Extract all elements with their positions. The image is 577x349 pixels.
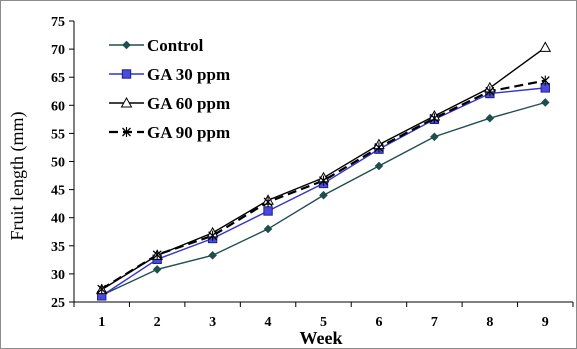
data-point (485, 113, 495, 123)
series-markers-4 (97, 75, 550, 295)
data-point (152, 265, 162, 274)
x-tick-label: 5 (320, 315, 327, 330)
y-tick-label: 60 (51, 99, 65, 114)
data-point (263, 224, 273, 234)
x-tick-label: 7 (431, 315, 438, 330)
data-point (208, 251, 217, 260)
legend: Control GA 30 ppm GA 60 ppm GA 90 ppm (109, 36, 230, 142)
legend-label: GA 90 ppm (147, 123, 230, 142)
legend-item: GA 90 ppm (109, 123, 230, 142)
y-tick-label: 70 (51, 43, 65, 58)
data-point (540, 75, 550, 86)
legend-item: Control (109, 36, 204, 55)
y-axis-title: Fruit length (mm) (7, 112, 28, 241)
x-tick-label: 2 (154, 315, 161, 330)
data-point (374, 142, 384, 153)
data-point (485, 86, 495, 97)
data-point (208, 230, 218, 241)
x-axis-title: Week (300, 328, 343, 348)
series-line-4 (101, 79, 546, 291)
series-markers-1 (97, 98, 550, 300)
x-tick-label: 4 (265, 315, 272, 330)
data-point (152, 249, 162, 260)
x-tick-label: 1 (98, 315, 105, 330)
y-tick-label: 50 (51, 156, 65, 171)
y-tick-label: 25 (51, 296, 65, 311)
legend-label: GA 60 ppm (147, 94, 230, 113)
legend-marker (122, 40, 131, 50)
y-tick-label: 75 (51, 15, 65, 30)
y-tick-label: 35 (51, 240, 65, 255)
data-point (429, 113, 439, 124)
x-tick-label: 3 (209, 315, 216, 330)
y-tick-label: 65 (51, 71, 65, 86)
data-point (319, 190, 328, 200)
y-tick-label: 30 (51, 268, 65, 283)
legend-label: Control (147, 36, 204, 55)
legend-marker (122, 127, 131, 137)
x-tick-label: 9 (542, 315, 549, 330)
legend-marker (120, 96, 133, 108)
data-point (374, 161, 384, 171)
y-tick-label: 45 (51, 184, 65, 199)
data-point (97, 284, 107, 295)
legend-marker (121, 69, 132, 79)
x-tick-label: 8 (486, 315, 493, 330)
x-tick-label: 6 (375, 315, 382, 330)
data-point (319, 175, 328, 186)
legend-label: GA 30 ppm (147, 65, 230, 84)
y-tick-label: 40 (51, 212, 65, 227)
data-point (540, 98, 550, 107)
data-point (430, 132, 439, 142)
legend-item: GA 60 ppm (109, 94, 230, 113)
y-tick-label: 55 (51, 127, 65, 142)
data-point (263, 196, 273, 207)
data-point (263, 206, 273, 216)
legend-item: GA 30 ppm (109, 65, 230, 84)
data-point (539, 41, 552, 52)
